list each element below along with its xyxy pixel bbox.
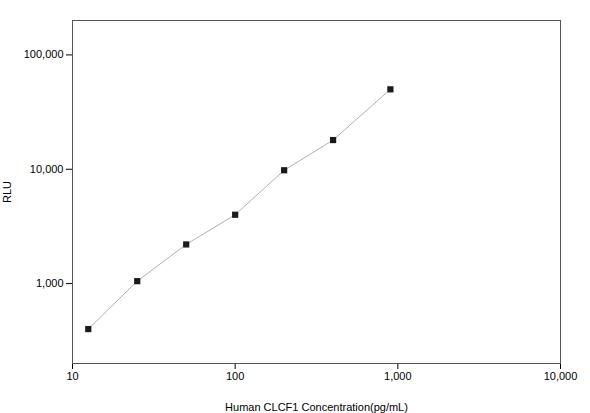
svg-text:RLU: RLU [1, 181, 13, 203]
svg-text:100: 100 [226, 370, 244, 382]
svg-text:1,000: 1,000 [384, 370, 412, 382]
svg-text:100,000: 100,000 [24, 48, 64, 60]
svg-text:10,000: 10,000 [544, 370, 578, 382]
svg-text:10: 10 [66, 370, 78, 382]
svg-text:Human CLCF1 Concentration(pg/m: Human CLCF1 Concentration(pg/mL) [225, 401, 408, 413]
svg-text:10,000: 10,000 [30, 163, 64, 175]
svg-text:1,000: 1,000 [36, 277, 64, 289]
